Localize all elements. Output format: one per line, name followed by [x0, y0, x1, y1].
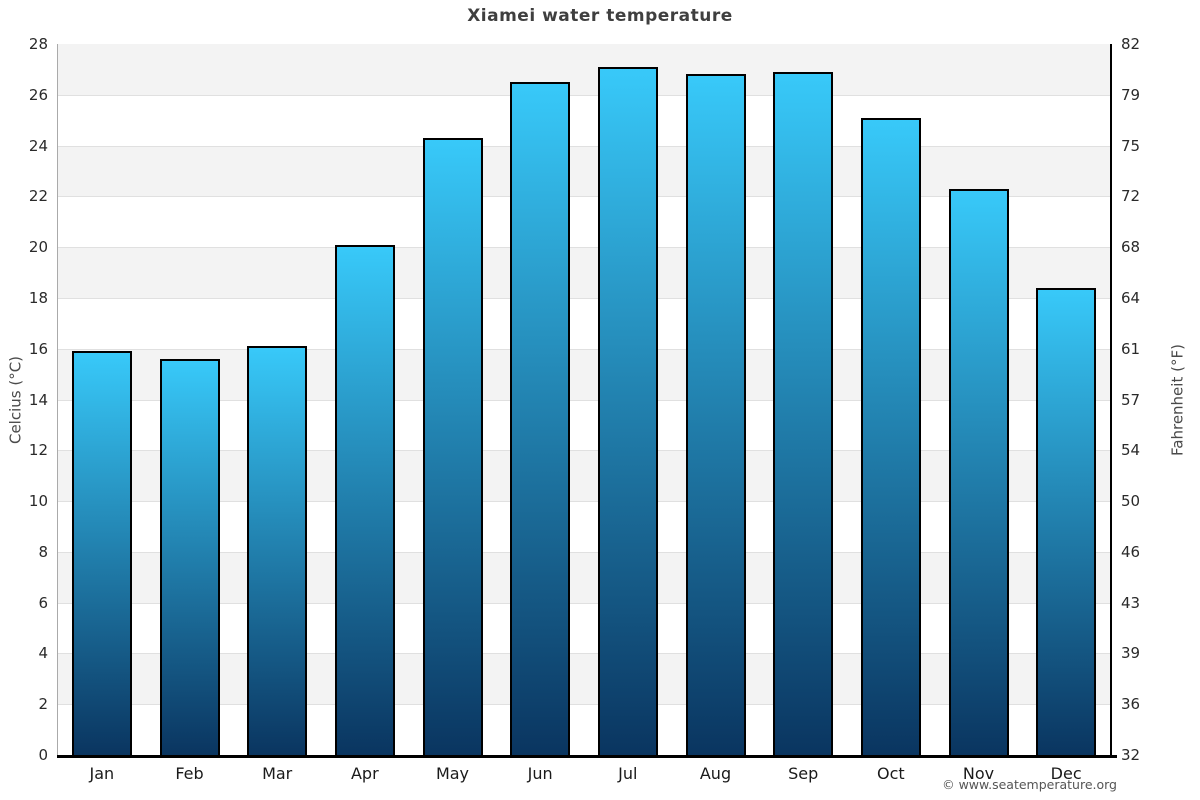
xtick-feb: Feb: [175, 764, 204, 783]
bar-jan: [71, 351, 132, 755]
plot-band: [58, 653, 1110, 705]
ytick-celsius-28: 28: [28, 35, 48, 53]
ytick-celsius-4: 4: [38, 644, 48, 663]
bar-aug: [685, 74, 746, 755]
bar-jun: [510, 82, 571, 755]
ytick-celsius-14: 14: [28, 390, 48, 409]
bar-mar: [247, 346, 308, 755]
ytick-celsius-8: 8: [38, 542, 48, 561]
ytick-fahrenheit-79: 79: [1121, 85, 1141, 104]
ytick-celsius-2: 2: [38, 695, 48, 714]
plot-band: [58, 44, 1110, 95]
xtick-oct: Oct: [876, 764, 905, 783]
bar-oct: [860, 117, 921, 755]
plot-band: [58, 297, 1110, 349]
gridline: [58, 602, 1110, 604]
plot-band: [58, 501, 1110, 552]
plot-band: [58, 704, 1110, 755]
plot-band: [58, 196, 1110, 248]
bar-feb: [159, 358, 220, 755]
plot-area: [58, 44, 1110, 755]
plot-band: [58, 602, 1110, 654]
gridline: [58, 196, 1110, 198]
ytick-celsius-24: 24: [28, 136, 48, 155]
ytick-celsius-10: 10: [28, 492, 48, 511]
xtick-aug: Aug: [699, 764, 732, 783]
ytick-fahrenheit-36: 36: [1121, 695, 1141, 714]
ytick-fahrenheit-32: 32: [1121, 746, 1141, 764]
bar-dec: [1036, 287, 1097, 755]
plot-band: [58, 145, 1110, 197]
gridline: [58, 297, 1110, 299]
ytick-celsius-16: 16: [28, 339, 48, 358]
x-axis-line: [57, 755, 1117, 758]
bar-jul: [597, 66, 658, 755]
plot-band: [58, 247, 1110, 298]
chart-title: Xiamei water temperature: [467, 6, 733, 26]
gridline: [58, 348, 1110, 350]
bar-may: [422, 137, 483, 755]
ytick-fahrenheit-57: 57: [1121, 390, 1141, 409]
ytick-celsius-20: 20: [28, 238, 48, 257]
ytick-celsius-12: 12: [28, 441, 48, 460]
ytick-fahrenheit-54: 54: [1121, 441, 1141, 460]
ytick-fahrenheit-43: 43: [1121, 593, 1141, 612]
y-axis-line-left: [57, 44, 58, 756]
ytick-celsius-18: 18: [28, 288, 48, 307]
bar-nov: [948, 188, 1009, 755]
ytick-fahrenheit-82: 82: [1121, 35, 1141, 53]
plot-band: [58, 94, 1110, 146]
plot-band: [58, 348, 1110, 400]
ytick-celsius-0: 0: [38, 746, 48, 764]
xtick-sep: Sep: [788, 764, 819, 783]
ytick-celsius-26: 26: [28, 85, 48, 104]
gridline: [58, 501, 1110, 503]
ytick-fahrenheit-64: 64: [1121, 288, 1141, 307]
xtick-jul: Jul: [618, 764, 638, 783]
ytick-celsius-22: 22: [28, 187, 48, 206]
gridline: [58, 704, 1110, 706]
plot-band: [58, 399, 1110, 451]
xtick-jan: Jan: [89, 764, 115, 783]
bar-sep: [773, 71, 834, 755]
y-axis-line-right: [1110, 44, 1112, 758]
plot-band: [58, 450, 1110, 502]
y-axis-title-fahrenheit: Fahrenheit (°F): [1168, 344, 1187, 456]
ytick-fahrenheit-50: 50: [1121, 492, 1141, 511]
ytick-fahrenheit-61: 61: [1121, 339, 1141, 358]
ytick-fahrenheit-68: 68: [1121, 238, 1141, 257]
xtick-jun: Jun: [527, 764, 553, 783]
ytick-fahrenheit-75: 75: [1121, 136, 1141, 155]
gridline: [58, 399, 1110, 401]
copyright-text: © www.seatemperature.org: [942, 777, 1117, 792]
bar-apr: [334, 244, 395, 755]
gridline: [58, 247, 1110, 249]
gridline: [58, 653, 1110, 655]
ytick-fahrenheit-46: 46: [1121, 542, 1141, 561]
xtick-nov: Nov: [962, 764, 995, 783]
ytick-celsius-6: 6: [38, 593, 48, 612]
xtick-apr: Apr: [350, 764, 379, 783]
gridline: [58, 450, 1110, 452]
xtick-dec: Dec: [1050, 764, 1082, 783]
xtick-mar: Mar: [262, 764, 293, 783]
ytick-fahrenheit-72: 72: [1121, 187, 1141, 206]
ytick-fahrenheit-39: 39: [1121, 644, 1141, 663]
gridline: [58, 145, 1110, 147]
gridline: [58, 551, 1110, 553]
plot-band: [58, 551, 1110, 603]
xtick-may: May: [435, 764, 470, 783]
gridline: [58, 94, 1110, 96]
